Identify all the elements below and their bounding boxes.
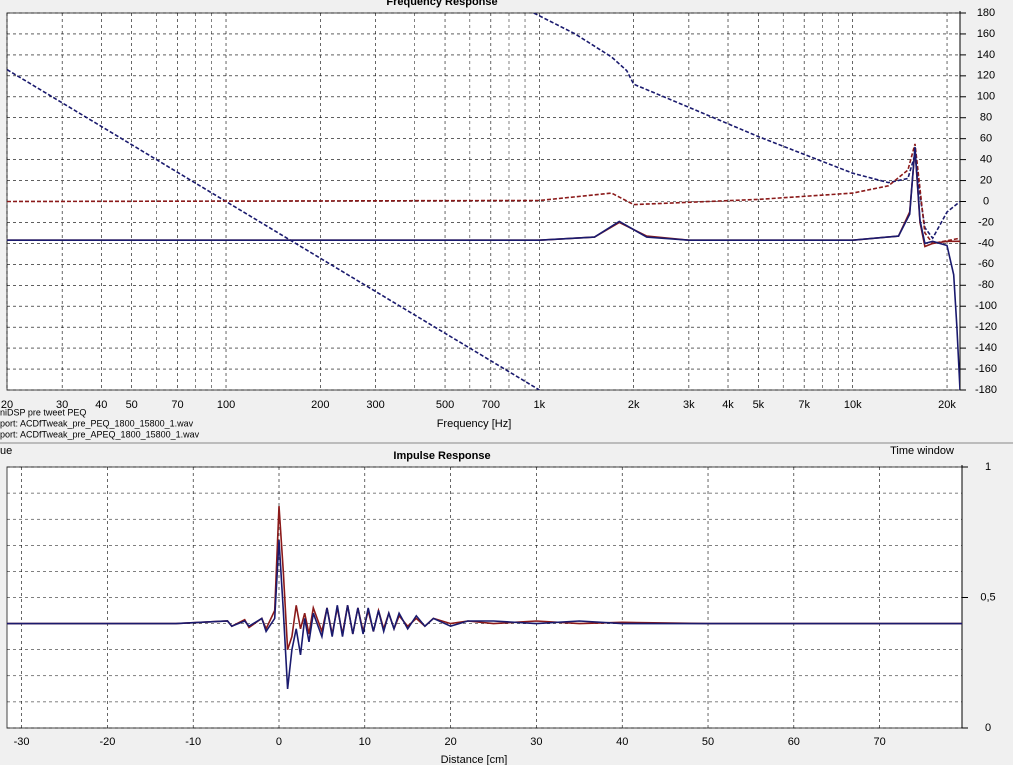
y-tick-label: 100 <box>977 91 995 103</box>
note: niDSP pre tweet PEQ <box>0 407 86 417</box>
y-tick-label: 0 <box>983 195 989 207</box>
x-tick-label: -10 <box>185 736 201 748</box>
x-tick-label: 10 <box>359 736 371 748</box>
series-line <box>533 13 960 240</box>
x-tick-label: 500 <box>436 399 454 411</box>
x-tick-label: -20 <box>99 736 115 748</box>
x-tick-label: 20 <box>1 399 13 411</box>
x-tick-label: 70 <box>874 736 886 748</box>
y-tick-label: 60 <box>980 133 992 145</box>
side-text: Time window <box>890 445 954 457</box>
x-tick-label: 1k <box>534 399 546 411</box>
x-tick-label: 10k <box>844 399 862 411</box>
y-tick-label: 20 <box>980 174 992 186</box>
note: port: ACDfTweak_pre_PEQ_1800_15800_1.wav <box>0 418 194 428</box>
y-tick-label: 40 <box>980 154 992 166</box>
y-tick-label: -20 <box>978 216 994 228</box>
y-tick-label: 0 <box>985 722 991 734</box>
x-tick-label: 30 <box>56 399 68 411</box>
y-tick-label: 140 <box>977 49 995 61</box>
series-line <box>7 540 962 689</box>
y-tick-label: -40 <box>978 237 994 249</box>
x-tick-label: 40 <box>95 399 107 411</box>
x-axis-label: Frequency [Hz] <box>437 418 512 430</box>
x-tick-label: 20 <box>444 736 456 748</box>
chart-title: Impulse Response <box>393 450 490 462</box>
x-tick-label: 2k <box>628 399 640 411</box>
chart-title: Frequency Response <box>386 0 497 8</box>
y-tick-label: -60 <box>978 258 994 270</box>
plot-area <box>6 466 963 729</box>
x-tick-label: 20k <box>938 399 956 411</box>
x-tick-label: -30 <box>14 736 30 748</box>
x-tick-label: 5k <box>753 399 765 411</box>
x-tick-label: 7k <box>798 399 810 411</box>
x-tick-label: 200 <box>311 399 329 411</box>
x-tick-label: 50 <box>126 399 138 411</box>
y-tick-label: -100 <box>975 300 997 312</box>
x-tick-label: 30 <box>530 736 542 748</box>
y-tick-label: 1 <box>985 461 991 473</box>
x-tick-label: 40 <box>616 736 628 748</box>
y-tick-label: 80 <box>980 112 992 124</box>
x-axis-label: Distance [cm] <box>441 754 508 765</box>
x-tick-label: 4k <box>722 399 734 411</box>
y-tick-label: 120 <box>977 70 995 82</box>
side-text: ue <box>0 445 12 457</box>
x-tick-label: 0 <box>276 736 282 748</box>
y-tick-label: -140 <box>975 342 997 354</box>
y-tick-label: -120 <box>975 321 997 333</box>
note: port: ACDfTweak_pre_APEQ_1800_15800_1.wa… <box>0 429 200 439</box>
y-tick-label: -160 <box>975 363 997 375</box>
y-tick-label: -180 <box>975 384 997 396</box>
x-tick-label: 50 <box>702 736 714 748</box>
y-tick-label: -80 <box>978 279 994 291</box>
x-tick-label: 60 <box>788 736 800 748</box>
x-tick-label: 300 <box>366 399 384 411</box>
y-tick-label: 160 <box>977 28 995 40</box>
y-tick-label: 0,5 <box>980 591 995 603</box>
series-line <box>7 143 960 245</box>
y-tick-label: 180 <box>977 7 995 19</box>
x-tick-label: 100 <box>217 399 235 411</box>
x-tick-label: 70 <box>171 399 183 411</box>
x-tick-label: 700 <box>482 399 500 411</box>
series-line <box>7 146 960 390</box>
x-tick-label: 3k <box>683 399 695 411</box>
